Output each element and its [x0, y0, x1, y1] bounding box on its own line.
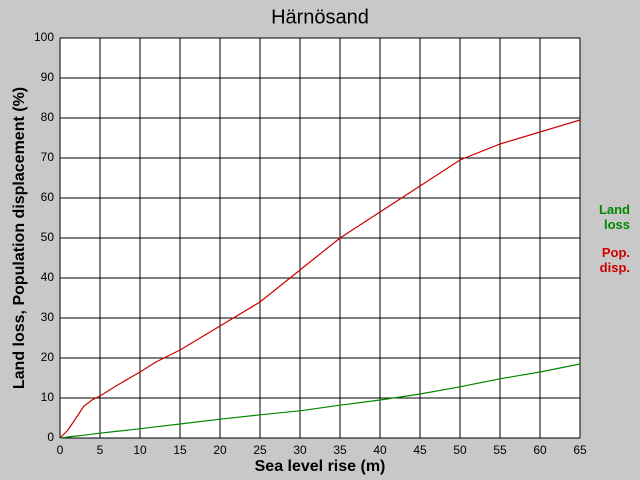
- y-tick-label: 100: [34, 30, 54, 44]
- series-line: [59, 119, 581, 439]
- x-tick-label: 5: [97, 443, 104, 457]
- y-tick-label: 60: [41, 190, 55, 204]
- y-tick-label: 50: [41, 230, 55, 244]
- y-tick-label: 80: [41, 110, 55, 124]
- x-tick-label: 0: [57, 443, 64, 457]
- x-tick-label: 35: [333, 443, 347, 457]
- x-tick-label: 50: [453, 443, 467, 457]
- x-tick-label: 40: [373, 443, 387, 457]
- series-line: [59, 363, 581, 439]
- x-tick-label: 25: [253, 443, 267, 457]
- x-tick-label: 10: [133, 443, 147, 457]
- y-tick-label: 40: [41, 270, 55, 284]
- x-tick-label: 30: [293, 443, 307, 457]
- y-axis-label: Land loss, Population displacement (%): [11, 87, 28, 389]
- y-tick-label: 70: [41, 150, 55, 164]
- legend-entry: Pop. disp.: [599, 245, 630, 275]
- y-tick-label: 30: [41, 310, 55, 324]
- chart-title: Härnösand: [271, 6, 369, 28]
- x-tick-label: 15: [173, 443, 187, 457]
- x-tick-label: 45: [413, 443, 427, 457]
- legend-entry: Land loss: [598, 202, 630, 232]
- y-tick-label: 90: [41, 70, 55, 84]
- x-tick-label: 65: [573, 443, 587, 457]
- y-tick-label: 20: [41, 350, 55, 364]
- x-tick-label: 60: [533, 443, 547, 457]
- x-axis-label: Sea level rise (m): [255, 458, 386, 475]
- x-tick-label: 55: [493, 443, 507, 457]
- y-tick-label: 0: [47, 430, 54, 444]
- x-tick-label: 20: [213, 443, 227, 457]
- y-tick-label: 10: [41, 390, 55, 404]
